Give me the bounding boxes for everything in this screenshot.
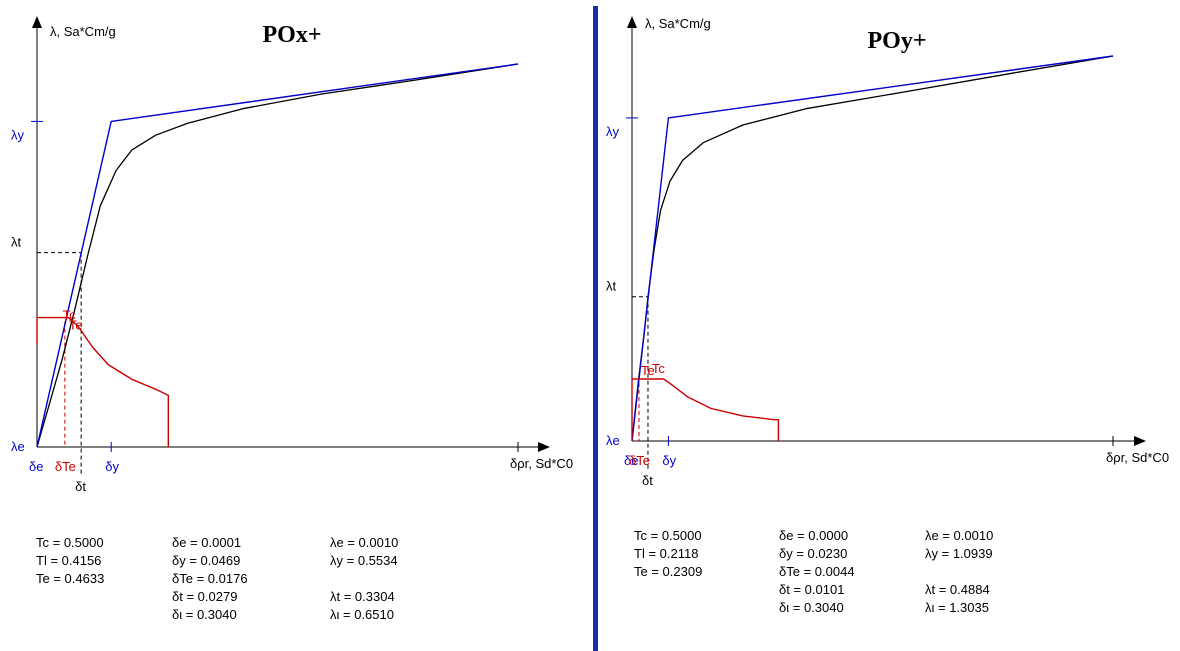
label-lambda-e: λe: [11, 439, 25, 454]
label-delta-e: δe: [624, 453, 638, 468]
table-cell: λι = 0.6510: [330, 607, 394, 622]
label-lambda-t: λt: [606, 279, 617, 294]
table-cell: δe = 0.0001: [172, 535, 241, 550]
panel-divider: [593, 6, 598, 651]
label-te: Te: [641, 363, 655, 378]
table-cell: δt = 0.0279: [172, 589, 237, 604]
table-cell: λt = 0.4884: [925, 582, 990, 597]
label-lambda-y: λy: [11, 127, 25, 142]
table-cell: δy = 0.0469: [172, 553, 240, 568]
table-cell: λe = 0.0010: [330, 535, 398, 550]
table-cell: δt = 0.0101: [779, 582, 844, 597]
y-axis-arrow: [627, 16, 637, 28]
capacity-curve: [36, 63, 519, 448]
label-delta-te: δTe: [55, 459, 76, 474]
label-te: Te: [69, 318, 83, 333]
table-cell: λι = 1.3035: [925, 600, 989, 615]
table-cell: δy = 0.0230: [779, 546, 847, 561]
label-tc: Tc: [652, 361, 666, 376]
label-delta-y: δy: [105, 459, 119, 474]
label-delta-y: δy: [662, 453, 676, 468]
label-delta-te: δTe: [629, 453, 650, 468]
bilinear-idealization: [631, 55, 1114, 442]
label-delta-e: δe: [29, 459, 43, 474]
table-cell: λt = 0.3304: [330, 589, 395, 604]
table-cell: δTe = 0.0044: [779, 564, 855, 579]
bilinear-idealization: [36, 63, 519, 448]
chart-title: POx+: [262, 22, 321, 48]
x-axis-label: δρr, Sd*C0: [510, 456, 573, 471]
table-cell: Te = 0.4633: [36, 571, 104, 586]
label-lambda-y: λy: [606, 124, 620, 139]
label-lambda-t: λt: [11, 235, 22, 250]
table-cell: Te = 0.2309: [634, 564, 702, 579]
demand-spectrum: [631, 378, 780, 441]
label-delta-t: δt: [642, 473, 653, 488]
table-cell: δe = 0.0000: [779, 528, 848, 543]
table-cell: δι = 0.3040: [779, 600, 844, 615]
table-cell: δι = 0.3040: [172, 607, 237, 622]
x-axis-label: δρr, Sd*C0: [1106, 450, 1169, 465]
label-lambda-e: λe: [606, 433, 620, 448]
table-cell: δTe = 0.0176: [172, 571, 248, 586]
y-axis-arrow: [32, 16, 42, 28]
x-axis-arrow: [538, 442, 550, 452]
table-cell: λe = 0.0010: [925, 528, 993, 543]
table-cell: Tc = 0.5000: [634, 528, 702, 543]
y-axis-label: λ, Sa*Cm/g: [645, 16, 711, 31]
label-delta-t: δt: [75, 479, 86, 494]
y-axis-label: λ, Sa*Cm/g: [50, 24, 116, 39]
table-cell: Tl = 0.4156: [36, 553, 101, 568]
x-axis-arrow: [1134, 436, 1146, 446]
chart-title: POy+: [867, 28, 926, 54]
table-cell: Tl = 0.2118: [634, 546, 698, 561]
demand-spectrum: [36, 316, 169, 447]
table-cell: λy = 0.5534: [330, 553, 398, 568]
table-cell: Tc = 0.5000: [36, 535, 104, 550]
table-cell: λy = 1.0939: [925, 546, 993, 561]
label-tc: Tc: [63, 308, 77, 323]
